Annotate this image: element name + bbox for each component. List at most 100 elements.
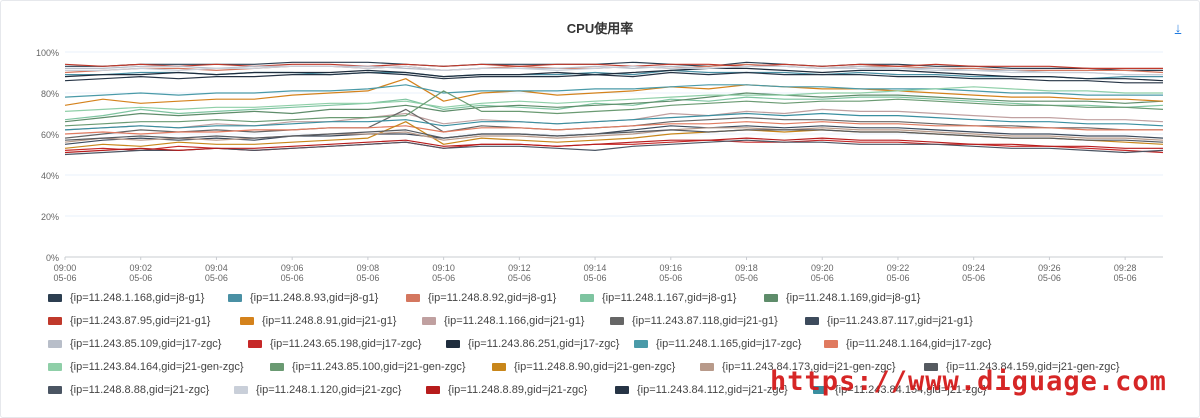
legend-swatch: [805, 317, 819, 326]
legend-swatch: [228, 294, 242, 303]
legend-swatch: [234, 386, 248, 395]
legend-swatch: [764, 294, 778, 303]
legend-item[interactable]: {ip=11.243.85.100,gid=j21-gen-zgc}: [270, 361, 466, 373]
x-tick-date-label: 05-06: [281, 273, 304, 283]
chart-legend: {ip=11.248.1.168,gid=j8-g1} {ip=11.248.8.…: [40, 292, 1200, 418]
x-tick-date-label: 05-06: [432, 273, 455, 283]
legend-swatch: [824, 340, 838, 349]
series-line: [65, 65, 1163, 76]
x-tick-date-label: 05-06: [735, 273, 758, 283]
legend-swatch: [248, 340, 262, 349]
legend-item[interactable]: {ip=11.248.8.90,gid=j21-gen-zgc}: [492, 361, 675, 373]
x-tick-label: 09:02: [129, 263, 152, 273]
legend-item[interactable]: {ip=11.248.8.89,gid=j21-zgc}: [426, 384, 587, 396]
x-tick-label: 09:26: [1038, 263, 1061, 273]
x-tick-label: 09:08: [357, 263, 380, 273]
legend-swatch: [426, 386, 440, 395]
legend-label: {ip=11.248.8.88,gid=j21-zgc}: [70, 384, 210, 397]
series-line: [64, 139, 1164, 156]
legend-swatch: [240, 317, 254, 326]
x-tick-label: 09:24: [962, 263, 985, 273]
legend-swatch: [270, 363, 284, 372]
legend-item[interactable]: {ip=11.248.8.88,gid=j21-zgc}: [48, 384, 209, 396]
legend-item[interactable]: {ip=11.243.85.109,gid=j17-zgc}: [48, 338, 221, 350]
series-line: [64, 63, 1163, 69]
legend-label: {ip=11.248.8.90,gid=j21-gen-zgc}: [514, 361, 676, 374]
series-line: [64, 137, 1163, 154]
legend-label: {ip=11.243.84.154,gid=j21-zgc}: [835, 384, 987, 397]
legend-swatch: [48, 317, 62, 326]
legend-label: {ip=11.243.85.109,gid=j17-zgc}: [70, 338, 222, 351]
legend-item[interactable]: {ip=11.248.1.168,gid=j8-g1}: [48, 292, 204, 304]
y-tick-label: 0%: [46, 253, 59, 263]
legend-item[interactable]: {ip=11.243.65.198,gid=j17-zgc}: [248, 338, 421, 350]
legend-swatch: [813, 386, 827, 395]
legend-item[interactable]: {ip=11.243.84.154,gid=j21-zgc}: [813, 384, 986, 396]
legend-swatch: [492, 363, 506, 372]
legend-label: {ip=11.248.8.89,gid=j21-zgc}: [448, 384, 588, 397]
legend-item[interactable]: {ip=11.248.1.166,gid=j21-g1}: [422, 315, 584, 327]
series-line: [64, 92, 1164, 123]
series-line: [64, 90, 1164, 127]
legend-item[interactable]: {ip=11.248.8.92,gid=j8-g1}: [406, 292, 556, 304]
legend-item[interactable]: {ip=11.243.86.251,gid=j17-zgc}: [446, 338, 619, 350]
legend-item[interactable]: {ip=11.243.87.117,gid=j21-g1}: [805, 315, 973, 327]
legend-swatch: [615, 386, 629, 395]
series-line: [64, 139, 1164, 154]
legend-item[interactable]: {ip=11.248.1.120,gid=j21-zgc}: [234, 384, 401, 396]
legend-item[interactable]: {ip=11.248.1.167,gid=j8-g1}: [580, 292, 736, 304]
x-tick-label: 09:18: [735, 263, 758, 273]
legend-item[interactable]: {ip=11.248.8.91,gid=j21-g1}: [240, 315, 396, 327]
legend-item[interactable]: {ip=11.248.1.164,gid=j17-zgc}: [824, 338, 991, 350]
legend-item[interactable]: {ip=11.243.84.164,gid=j21-gen-zgc}: [48, 361, 244, 373]
legend-item[interactable]: {ip=11.243.87.95,gid=j21-g1}: [48, 315, 210, 327]
legend-label: {ip=11.243.87.95,gid=j21-g1}: [70, 315, 211, 328]
x-tick-date-label: 05-06: [1114, 273, 1137, 283]
legend-label: {ip=11.243.65.198,gid=j17-zgc}: [270, 338, 422, 351]
series-line: [64, 129, 1164, 143]
legend-label: {ip=11.248.1.167,gid=j8-g1}: [602, 292, 737, 305]
legend-swatch: [610, 317, 624, 326]
download-icon[interactable]: ↓: [1174, 20, 1182, 35]
legend-swatch: [48, 294, 62, 303]
legend-label: {ip=11.248.1.165,gid=j17-zgc}: [656, 338, 802, 351]
legend-item[interactable]: {ip=11.248.1.169,gid=j8-g1}: [764, 292, 920, 304]
legend-label: {ip=11.248.1.164,gid=j17-zgc}: [846, 338, 992, 351]
x-tick-date-label: 05-06: [508, 273, 531, 283]
x-tick-date-label: 05-06: [811, 273, 834, 283]
legend-swatch: [580, 294, 594, 303]
x-tick-date-label: 05-06: [584, 273, 607, 283]
legend-swatch: [422, 317, 436, 326]
legend-label: {ip=11.243.87.118,gid=j21-g1}: [632, 315, 778, 328]
legend-label: {ip=11.248.1.169,gid=j8-g1}: [786, 292, 921, 305]
series-line: [64, 78, 1164, 106]
legend-item[interactable]: {ip=11.243.84.159,gid=j21-gen-zgc}: [924, 361, 1120, 373]
legend-item[interactable]: {ip=11.243.87.118,gid=j21-g1}: [610, 315, 778, 327]
legend-label: {ip=11.248.1.168,gid=j8-g1}: [70, 292, 205, 305]
legend-swatch: [446, 340, 460, 349]
series-line: [64, 67, 1164, 82]
legend-item[interactable]: {ip=11.243.84.173,gid=j21-gen-zgc}: [700, 361, 896, 373]
legend-label: {ip=11.248.8.92,gid=j8-g1}: [428, 292, 557, 305]
x-tick-date-label: 05-06: [53, 273, 76, 283]
legend-swatch: [48, 386, 62, 395]
x-tick-date-label: 05-06: [1038, 273, 1061, 283]
legend-label: {ip=11.243.84.173,gid=j21-gen-zgc}: [722, 361, 896, 374]
y-tick-label: 60%: [41, 130, 59, 140]
legend-label: {ip=11.243.87.117,gid=j21-g1}: [827, 315, 973, 328]
x-tick-label: 09:16: [660, 263, 683, 273]
legend-item[interactable]: {ip=11.248.8.93,gid=j8-g1}: [228, 292, 378, 304]
legend-item[interactable]: {ip=11.248.1.165,gid=j17-zgc}: [634, 338, 801, 350]
legend-label: {ip=11.243.84.164,gid=j21-gen-zgc}: [70, 361, 244, 374]
series-line: [64, 125, 1164, 145]
y-tick-label: 100%: [36, 48, 59, 58]
x-tick-label: 09:14: [584, 263, 607, 273]
legend-item[interactable]: {ip=11.243.84.112,gid=j21-zgc}: [615, 384, 788, 396]
x-tick-label: 09:12: [508, 263, 531, 273]
series-line: [64, 84, 1163, 98]
legend-swatch: [924, 363, 938, 372]
x-tick-label: 09:00: [54, 263, 77, 273]
x-tick-label: 09:28: [1114, 263, 1137, 273]
legend-swatch: [700, 363, 714, 372]
x-tick-date-label: 05-06: [129, 273, 152, 283]
